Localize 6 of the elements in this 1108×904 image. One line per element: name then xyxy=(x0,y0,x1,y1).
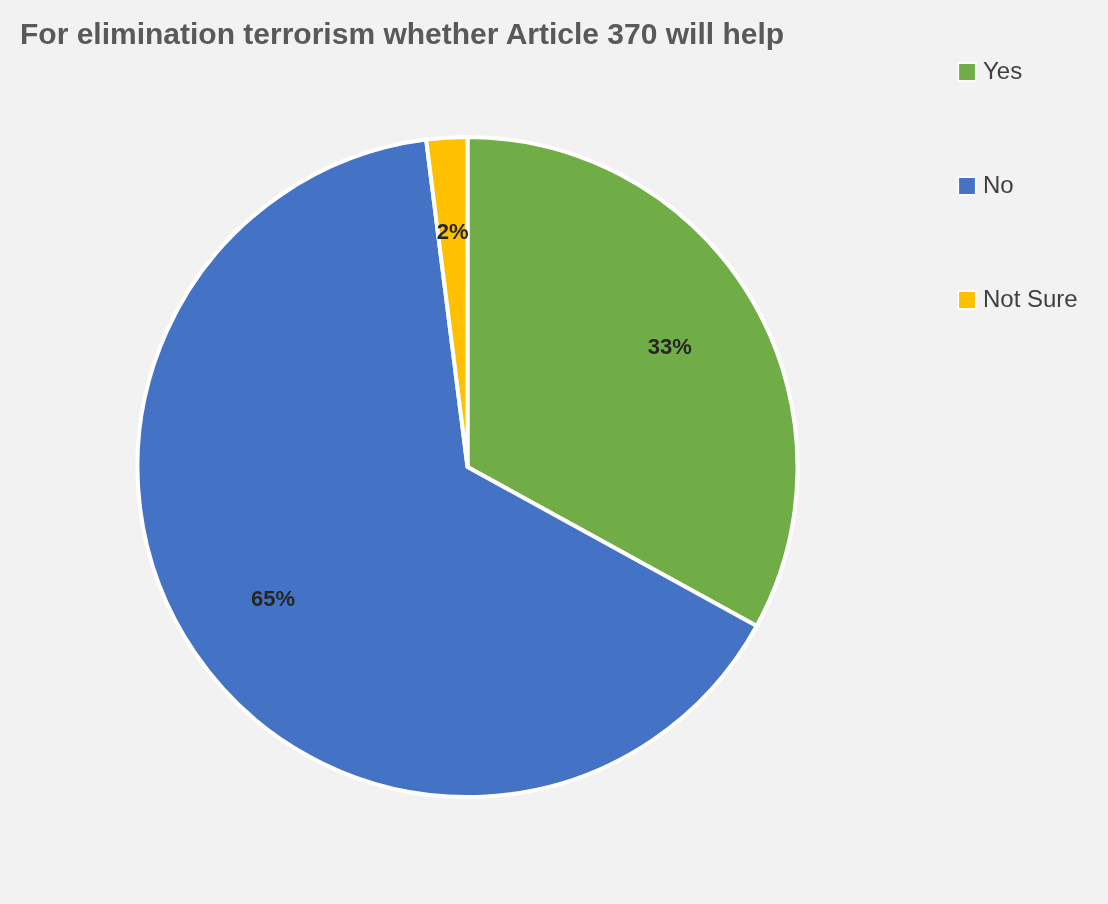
legend-label: No xyxy=(983,171,1014,198)
legend-label: Yes xyxy=(983,57,1023,84)
chart-title: For elimination terrorism whether Article 370 will help xyxy=(20,17,785,50)
data-label: 33% xyxy=(647,334,692,360)
data-label: 65% xyxy=(251,586,296,612)
legend-label: Not Sure xyxy=(983,285,1078,312)
